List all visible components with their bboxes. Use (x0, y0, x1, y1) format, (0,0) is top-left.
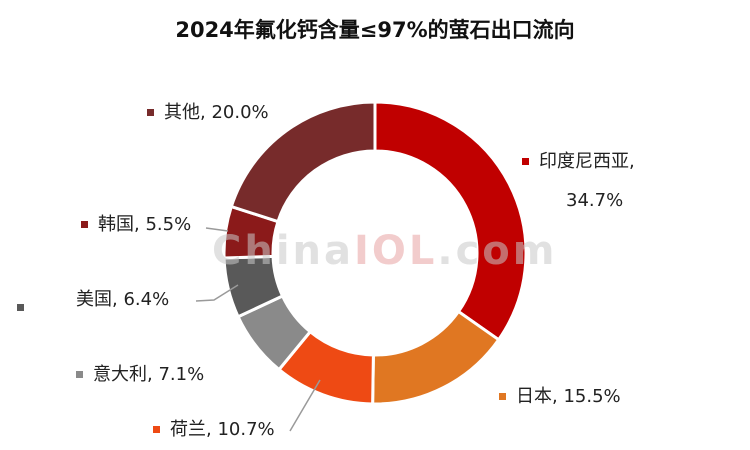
chart-title: 2024年氟化钙含量≤97%的萤石出口流向 (175, 18, 575, 42)
label-netherlands: 荷兰, 10.7% (170, 419, 275, 440)
leader-usa (195, 284, 239, 302)
label-japan: 日本, 15.5% (516, 386, 621, 407)
leader-netherlands (289, 379, 321, 432)
legend-swatch-japan (499, 393, 506, 400)
label-other: 其他, 20.0% (164, 102, 269, 123)
slice-japan (371, 309, 501, 406)
legend-swatch-netherlands (153, 426, 160, 433)
legend-swatch-korea (81, 221, 88, 228)
label-usa: 美国, 6.4% (76, 289, 170, 310)
watermark-part-2: IOL (354, 228, 438, 274)
legend-swatch-italy (76, 371, 83, 378)
label-indonesia: 印度尼西亚, (539, 151, 635, 172)
watermark-part-1: China (212, 228, 355, 274)
watermark: ChinaIOL.com (212, 228, 557, 274)
legend-swatch-indonesia (522, 158, 529, 165)
watermark-part-3: .com (437, 228, 558, 274)
label-indonesia-value: 34.7% (566, 190, 624, 211)
slice-other (229, 100, 377, 224)
slice-indonesia (373, 100, 528, 342)
label-korea: 韩国, 5.5% (98, 214, 192, 235)
label-italy: 意大利, 7.1% (93, 364, 205, 385)
leader-korea (205, 227, 229, 232)
legend-swatch-other (147, 109, 154, 116)
legend-swatch-usa (17, 304, 24, 311)
